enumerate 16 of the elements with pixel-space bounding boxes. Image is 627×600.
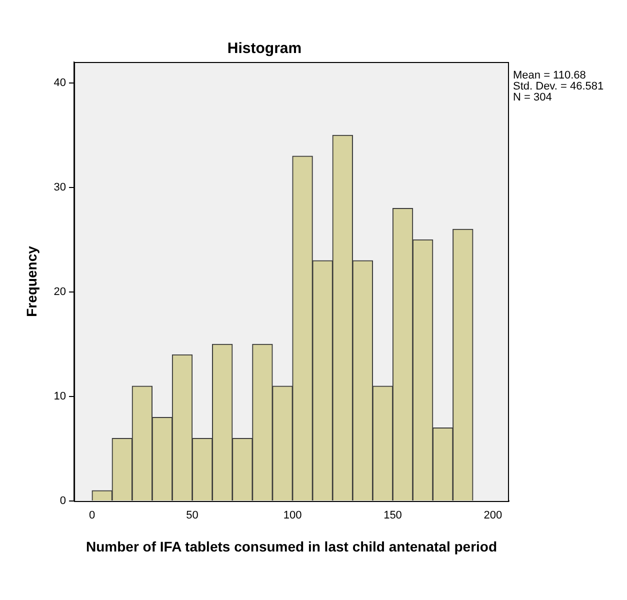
x-tick-label: 150 xyxy=(384,510,402,522)
y-tick-label: 0 xyxy=(60,495,66,508)
y-tick-label: 10 xyxy=(54,390,66,403)
x-tick-label: 100 xyxy=(283,510,302,522)
x-axis-title: Number of IFA tablets consumed in last child antenatal period xyxy=(86,538,498,554)
y-tick-label: 40 xyxy=(54,76,66,89)
y-tick-label: 30 xyxy=(54,181,66,194)
chart-title: Histogram xyxy=(227,40,302,58)
x-tick-label: 200 xyxy=(484,510,502,522)
y-tick-label: 20 xyxy=(54,286,66,298)
text: N = 304 xyxy=(513,92,552,104)
x-tick-label: 0 xyxy=(89,510,96,522)
text: Std. Dev. = 46.581 xyxy=(513,80,604,93)
text: Mean = 110.68 xyxy=(513,70,586,82)
y-axis-title: Frequency xyxy=(23,246,40,317)
x-tick-label: 50 xyxy=(186,510,198,522)
